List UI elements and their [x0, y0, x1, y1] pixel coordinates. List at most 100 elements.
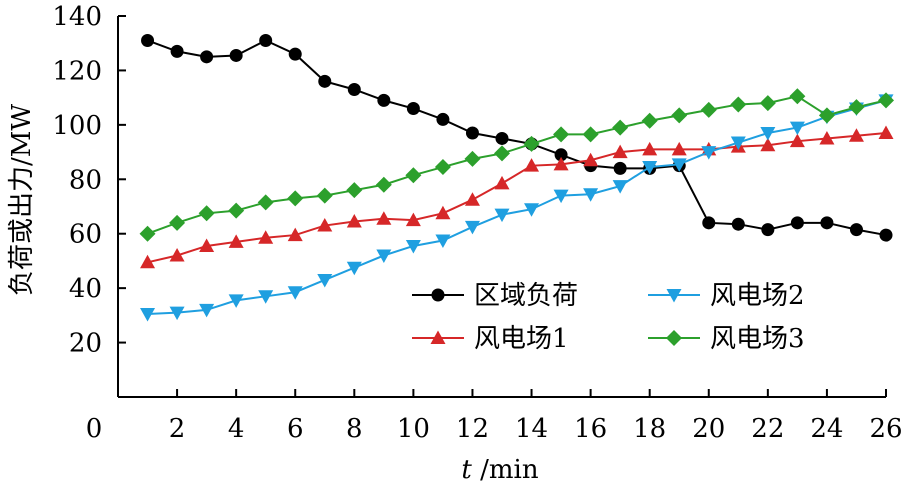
- data-point: [140, 254, 156, 269]
- data-point: [464, 220, 480, 235]
- data-point: [316, 187, 333, 204]
- x-tick-label: 22: [751, 414, 784, 444]
- series-line: [147, 132, 887, 264]
- y-axis-label-group: 负荷或出力/MW: [7, 104, 37, 296]
- data-point: [583, 152, 599, 167]
- x-axis-label: t /min: [461, 455, 538, 485]
- data-point: [139, 225, 156, 242]
- y-axis-label: 负荷或出力/MW: [7, 104, 37, 296]
- x-tick-label: 16: [574, 414, 607, 444]
- data-point: [377, 93, 391, 107]
- data-point: [848, 99, 865, 116]
- data-point: [405, 239, 421, 254]
- data-point: [169, 214, 186, 231]
- series-1: [141, 33, 893, 242]
- data-point: [495, 131, 509, 145]
- data-point: [553, 189, 569, 204]
- data-point: [169, 306, 185, 321]
- data-point: [259, 33, 273, 47]
- x-tick-label: 20: [692, 414, 725, 444]
- data-point: [347, 82, 361, 96]
- data-point: [494, 175, 510, 190]
- x-tick-label: 2: [169, 414, 186, 444]
- data-point: [702, 216, 716, 230]
- data-point: [760, 127, 776, 141]
- legend-marker: [666, 289, 682, 303]
- data-point: [346, 182, 363, 199]
- legend-marker: [430, 330, 446, 344]
- data-point: [287, 190, 304, 207]
- data-point: [553, 126, 570, 143]
- data-point: [759, 95, 776, 112]
- data-point: [376, 211, 392, 225]
- data-point: [878, 92, 894, 109]
- data-point: [287, 227, 303, 242]
- data-point: [199, 303, 215, 318]
- data-point: [849, 223, 863, 237]
- data-point: [228, 202, 245, 219]
- data-point: [612, 119, 629, 136]
- data-point: [789, 88, 806, 105]
- data-point: [317, 273, 333, 288]
- data-point: [170, 44, 184, 58]
- legend-marker: [666, 330, 682, 346]
- data-point: [730, 96, 747, 113]
- x-tick-label: 0: [86, 414, 103, 444]
- data-point: [789, 121, 805, 136]
- x-tick-label: 26: [869, 414, 902, 444]
- data-point: [228, 294, 244, 308]
- data-point: [376, 249, 392, 263]
- series-4: [139, 88, 894, 242]
- data-point: [524, 158, 540, 172]
- data-point: [613, 161, 627, 175]
- data-point: [731, 217, 745, 231]
- data-point: [671, 107, 688, 124]
- y-tick-label: 80: [69, 165, 102, 195]
- data-point: [582, 126, 599, 143]
- data-point: [464, 150, 481, 167]
- data-point: [317, 218, 333, 232]
- data-point: [642, 161, 658, 175]
- data-point: [198, 205, 215, 222]
- data-point: [583, 188, 599, 202]
- data-point: [405, 167, 422, 184]
- data-point: [641, 112, 658, 129]
- data-point: [318, 74, 332, 88]
- data-point: [375, 176, 392, 193]
- data-point: [789, 133, 805, 148]
- x-tick-label: 6: [287, 414, 304, 444]
- data-point: [228, 234, 244, 248]
- data-point: [671, 141, 687, 156]
- data-point: [346, 261, 362, 276]
- data-point: [642, 141, 658, 156]
- data-point: [436, 112, 450, 126]
- legend-label: 风电场1: [474, 324, 569, 354]
- x-axis-unit: /min: [472, 455, 539, 485]
- data-point: [612, 180, 628, 194]
- data-point: [258, 230, 274, 244]
- data-point: [553, 156, 569, 171]
- series-line: [147, 39, 887, 237]
- data-point: [523, 135, 540, 152]
- data-point: [879, 228, 893, 242]
- y-tick-label: 40: [69, 274, 102, 304]
- data-point: [730, 136, 746, 151]
- y-tick-label: 140: [52, 2, 102, 32]
- legend-label: 区域负荷: [474, 281, 578, 311]
- y-tick-label: 120: [52, 56, 102, 86]
- data-point: [494, 145, 510, 162]
- legend-item: 风电场3: [648, 324, 805, 354]
- data-point: [818, 107, 835, 124]
- data-point: [140, 307, 156, 322]
- data-point: [257, 194, 274, 211]
- data-point: [820, 216, 834, 230]
- data-point: [760, 137, 776, 152]
- data-point: [524, 203, 540, 217]
- legend-item: 风电场2: [648, 281, 805, 311]
- data-point: [258, 290, 274, 304]
- data-point: [288, 47, 302, 61]
- x-tick-label: 14: [515, 414, 548, 444]
- x-tick-label: 8: [346, 414, 363, 444]
- x-tick-label: 24: [810, 414, 843, 444]
